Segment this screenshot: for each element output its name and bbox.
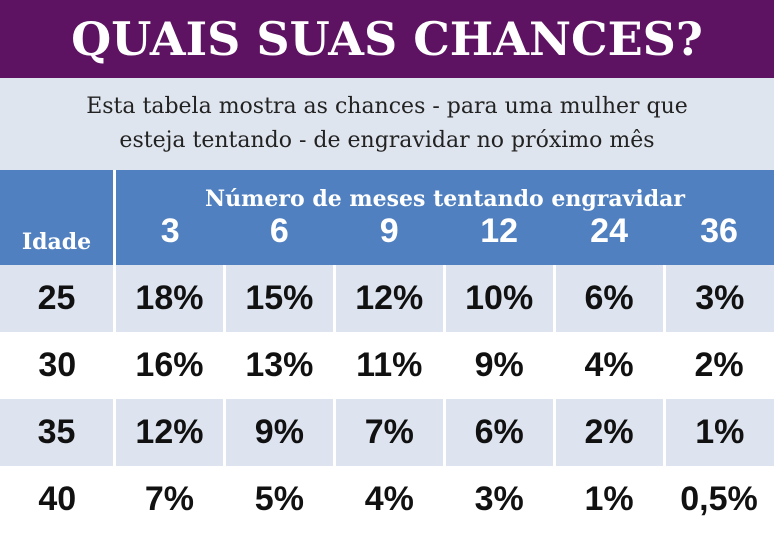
chance-cell: 13% (224, 332, 334, 399)
page-title: QUAIS SUAS CHANCES? (0, 0, 774, 78)
subtitle: Esta tabela mostra as chances - para uma… (0, 78, 774, 170)
month-header: 6 (224, 212, 334, 265)
month-header: 12 (444, 212, 554, 265)
chance-cell: 9% (224, 399, 334, 466)
chance-cell: 18% (115, 265, 225, 332)
chance-cell: 9% (444, 332, 554, 399)
month-header: 3 (115, 212, 225, 265)
chance-cell: 3% (664, 265, 774, 332)
chance-cell: 11% (334, 332, 444, 399)
chance-cell: 10% (444, 265, 554, 332)
chance-cell: 4% (554, 332, 664, 399)
month-header: 9 (334, 212, 444, 265)
month-header: 36 (664, 212, 774, 265)
chance-cell: 16% (115, 332, 225, 399)
month-header: 24 (554, 212, 664, 265)
chance-cell: 6% (554, 265, 664, 332)
chance-cell: 2% (554, 399, 664, 466)
chance-cell: 12% (115, 399, 225, 466)
chance-cell: 7% (334, 399, 444, 466)
months-header: Número de meses tentando engravidar (115, 170, 774, 212)
chance-cell: 12% (334, 265, 444, 332)
age-cell: 25 (0, 265, 115, 332)
subtitle-line-1: Esta tabela mostra as chances - para uma… (0, 90, 774, 124)
chance-cell: 1% (664, 399, 774, 466)
age-header: Idade (0, 170, 115, 265)
chance-cell: 15% (224, 265, 334, 332)
age-cell: 30 (0, 332, 115, 399)
chance-cell: 2% (664, 332, 774, 399)
age-cell: 35 (0, 399, 115, 466)
subtitle-line-2: esteja tentando - de engravidar no próxi… (0, 124, 774, 158)
chance-cell: 6% (444, 399, 554, 466)
chances-table: Idade Número de meses tentando engravida… (0, 170, 774, 533)
